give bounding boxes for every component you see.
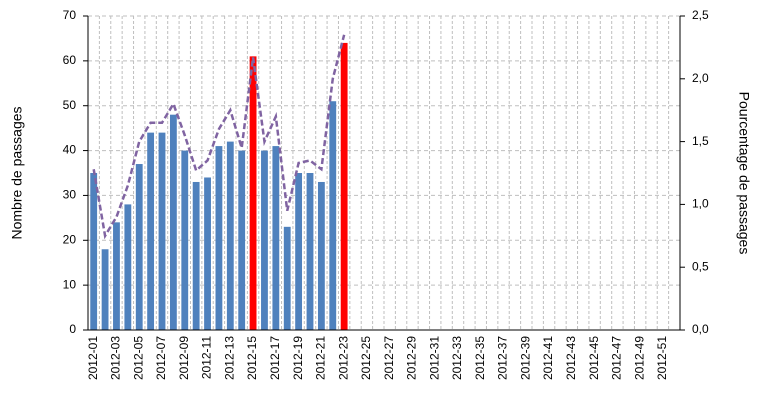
bar bbox=[340, 42, 348, 331]
y-tick-label: 10 bbox=[63, 277, 77, 291]
bar bbox=[306, 173, 314, 330]
bar bbox=[317, 181, 325, 330]
y-tick-label: 70 bbox=[63, 8, 77, 22]
x-tick-label: 2012-45 bbox=[587, 336, 601, 380]
bar bbox=[135, 164, 143, 330]
y2-tick-label: 0,0 bbox=[692, 322, 709, 336]
x-tick-label: 2012-19 bbox=[291, 336, 305, 380]
bar bbox=[329, 101, 337, 330]
y-axis-title: Nombre de passages bbox=[9, 106, 25, 239]
x-tick-label: 2012-41 bbox=[541, 336, 555, 380]
y2-tick-label: 0,5 bbox=[692, 259, 709, 273]
y2-tick-label: 2,5 bbox=[692, 8, 709, 22]
x-tick-label: 2012-33 bbox=[450, 336, 464, 380]
bar bbox=[124, 204, 132, 330]
x-tick-label: 2012-31 bbox=[427, 336, 441, 380]
x-tick-label: 2012-21 bbox=[314, 336, 328, 380]
bar bbox=[283, 226, 291, 330]
x-tick-label: 2012-43 bbox=[564, 336, 578, 380]
x-tick-label: 2012-07 bbox=[154, 336, 168, 380]
x-tick-label: 2012-35 bbox=[473, 336, 487, 380]
x-tick-label: 2012-39 bbox=[518, 336, 532, 380]
x-tick-label: 2012-27 bbox=[382, 336, 396, 380]
bar bbox=[158, 132, 166, 330]
x-tick-label: 2012-01 bbox=[86, 336, 100, 380]
bar bbox=[204, 177, 211, 330]
bar bbox=[226, 141, 234, 330]
x-tick-label: 2012-51 bbox=[655, 336, 669, 380]
bar bbox=[238, 150, 246, 330]
x-tick-label: 2012-47 bbox=[610, 336, 624, 380]
bar bbox=[169, 114, 177, 330]
x-tick-label: 2012-23 bbox=[336, 336, 350, 380]
y2-tick-label: 1,0 bbox=[692, 197, 709, 211]
line bbox=[92, 34, 346, 240]
y2-axis-title: Pourcentage de passages bbox=[736, 92, 752, 255]
bar bbox=[90, 173, 98, 330]
x-tick-label: 2012-11 bbox=[200, 336, 214, 379]
x-tick-label: 2012-37 bbox=[496, 336, 510, 380]
y-tick-label: 40 bbox=[63, 143, 77, 157]
x-tick-label: 2012-29 bbox=[405, 336, 419, 380]
y2-tick-label: 1,5 bbox=[692, 134, 709, 148]
bar bbox=[101, 249, 109, 330]
y-tick-label: 60 bbox=[63, 53, 77, 67]
x-tick-label: 2012-05 bbox=[131, 336, 145, 380]
bar bbox=[215, 146, 223, 330]
bar bbox=[272, 146, 280, 330]
x-tick-label: 2012-25 bbox=[359, 336, 373, 380]
y-tick-label: 50 bbox=[63, 98, 77, 112]
bar bbox=[181, 150, 189, 330]
x-tick-label: 2012-17 bbox=[268, 336, 282, 380]
bar bbox=[147, 132, 155, 330]
bar bbox=[249, 56, 257, 330]
bar bbox=[113, 222, 120, 330]
bar bbox=[295, 173, 303, 330]
y-tick-label: 0 bbox=[69, 322, 76, 336]
x-tick-label: 2012-13 bbox=[222, 336, 236, 380]
bar bbox=[261, 150, 268, 330]
bar bbox=[192, 181, 200, 330]
x-tick-label: 2012-03 bbox=[109, 336, 123, 380]
y-tick-label: 20 bbox=[63, 232, 77, 246]
x-tick-label: 2012-49 bbox=[632, 336, 646, 380]
x-tick-label: 2012-15 bbox=[245, 336, 259, 380]
y2-tick-label: 2,0 bbox=[692, 71, 709, 85]
y-tick-label: 30 bbox=[63, 188, 77, 202]
x-tick-label: 2012-09 bbox=[177, 336, 191, 380]
